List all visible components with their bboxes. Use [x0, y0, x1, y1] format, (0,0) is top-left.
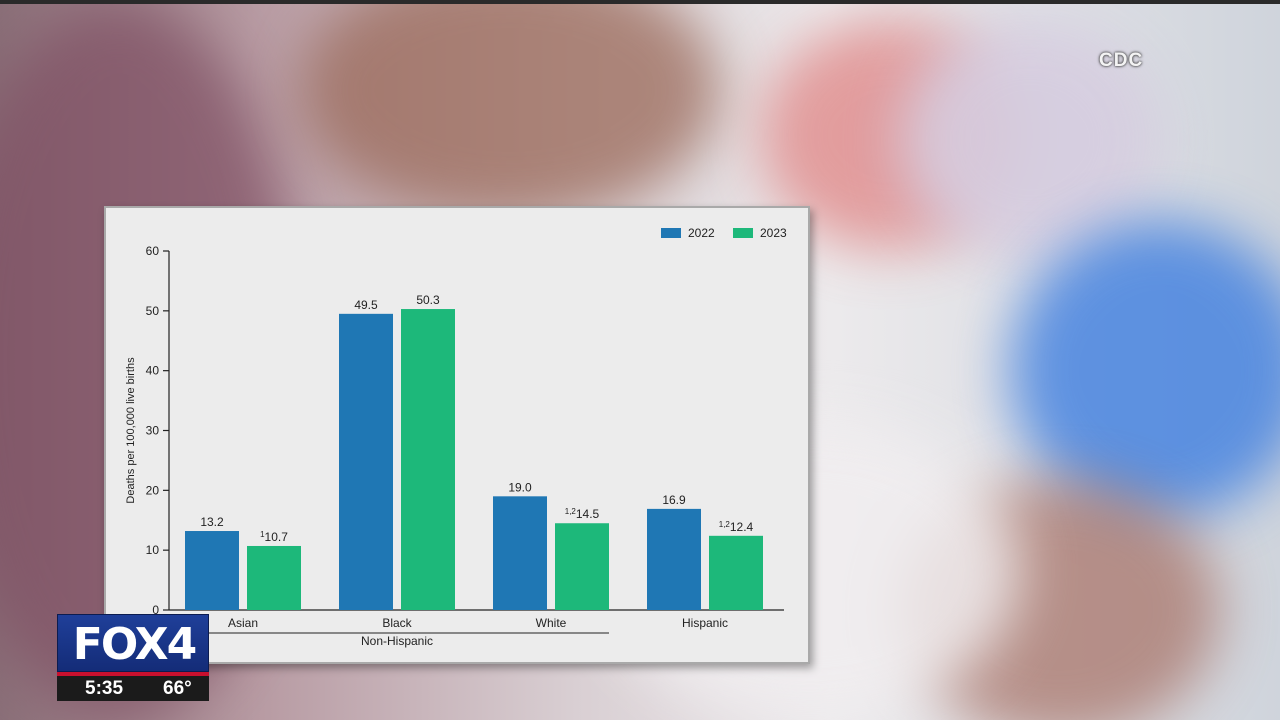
y-tick-label: 10 — [146, 543, 160, 557]
temperature: 66° — [163, 678, 192, 699]
bar-2022-white — [493, 496, 547, 610]
clock-time: 5:35 — [85, 678, 124, 699]
footnote-marker: 1 — [260, 530, 265, 539]
legend-swatch-2022 — [661, 228, 681, 238]
legend-label: 2022 — [688, 226, 715, 240]
y-tick-label: 30 — [146, 424, 160, 438]
footnote-marker: 1,2 — [719, 520, 731, 529]
group-label: Non-Hispanic — [361, 634, 433, 648]
bar-2023-hispanic — [709, 535, 763, 610]
bar-chart: 0 10 20 30 40 50 60 Deaths per 100,000 live bir… — [125, 226, 787, 648]
bar-2022-hispanic — [647, 508, 701, 610]
data-value: 12.4 — [730, 520, 754, 534]
y-tick-label: 60 — [146, 244, 160, 258]
source-watermark: CDC — [1099, 50, 1144, 71]
y-tick-label: 50 — [146, 304, 160, 318]
chart-panel: 0 10 20 30 40 50 60 Deaths per 100,000 live bir… — [104, 206, 810, 664]
data-label: 50.3 — [416, 293, 440, 307]
time-temp-bar: 5:35 66° — [57, 676, 209, 701]
y-tick-label: 40 — [146, 364, 160, 378]
top-frame-bar — [0, 0, 1280, 4]
x-tick-label: Hispanic — [682, 616, 728, 630]
bg-hand — [300, 0, 720, 220]
legend-swatch-2023 — [733, 228, 753, 238]
bar-2023-black — [401, 309, 455, 610]
y-tick-label: 20 — [146, 483, 160, 497]
footnote-marker: 1,2 — [565, 507, 577, 516]
bar-2023-asian — [247, 545, 301, 610]
y-axis-title: Deaths per 100,000 live births — [125, 357, 137, 504]
x-tick-label: White — [536, 616, 567, 630]
x-tick-label: Asian — [228, 616, 258, 630]
data-label: 110.7 — [260, 530, 288, 544]
data-label: 19.0 — [508, 480, 532, 494]
data-value: 10.7 — [265, 530, 289, 544]
bar-2022-asian — [185, 531, 239, 610]
data-label: 1,212.4 — [719, 520, 754, 534]
y-tick-label: 0 — [152, 603, 159, 617]
data-label: 16.9 — [662, 493, 686, 507]
bg-blue-blanket — [1010, 220, 1280, 520]
bug-red-stripe — [57, 672, 209, 676]
bar-2022-black — [339, 313, 393, 610]
data-label: 49.5 — [354, 298, 378, 312]
data-value: 14.5 — [576, 507, 600, 521]
station-bug: FOX4 5:35 66° — [57, 614, 209, 701]
logo-text: FOX4 — [72, 619, 197, 670]
data-label: 1,214.5 — [565, 507, 600, 521]
bg-baby-hat — [900, 20, 1160, 260]
legend-label: 2023 — [760, 226, 787, 240]
x-tick-label: Black — [382, 616, 412, 630]
bar-2023-white — [555, 523, 609, 610]
fox4-logo: FOX4 — [57, 614, 209, 672]
data-label: 13.2 — [200, 515, 224, 529]
